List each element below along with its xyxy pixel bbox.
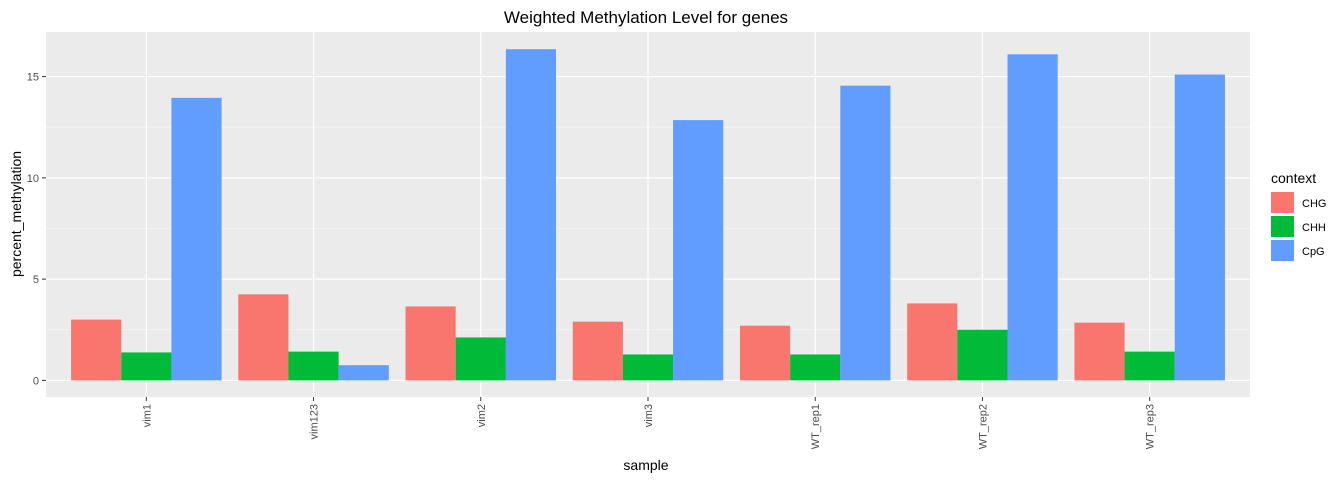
bar-cpg-vim2 — [505, 49, 557, 381]
chart-title: Weighted Methylation Level for genes — [504, 8, 788, 27]
x-tick-label: vim123 — [309, 404, 321, 439]
bar-chg-wt_rep2 — [907, 303, 958, 381]
y-tick-label: 10 — [27, 173, 39, 185]
y-tick-label: 5 — [33, 274, 39, 286]
x-tick-label: WT_rep3 — [1145, 404, 1157, 449]
bar-chh-wt_rep1 — [790, 354, 841, 381]
bar-chg-vim3 — [572, 321, 623, 381]
bar-chh-wt_rep3 — [1124, 351, 1175, 381]
bar-cpg-vim1 — [171, 97, 222, 381]
legend-key-cpg — [1271, 240, 1294, 261]
x-tick-label: vim1 — [141, 404, 153, 427]
legend-label-chg: CHG — [1302, 198, 1326, 210]
x-tick-label: vim2 — [476, 404, 488, 427]
y-axis-title: percent_methylation — [8, 151, 24, 277]
legend-label-cpg: CpG — [1302, 246, 1325, 258]
x-tick-label: WT_rep2 — [977, 404, 989, 449]
bar-chg-wt_rep1 — [739, 325, 791, 381]
bar-cpg-vim123 — [338, 365, 389, 381]
bar-chg-vim2 — [405, 306, 456, 381]
x-axis-title: sample — [623, 457, 668, 473]
x-axis-ticks: vim1 vim123 vim2 vim3 WT_rep1 WT_rep2 WT_rep3 — [141, 397, 1157, 449]
x-tick-label: vim3 — [643, 404, 655, 427]
bar-cpg-wt_rep1 — [840, 85, 891, 381]
legend-label-chh: CHH — [1302, 222, 1326, 234]
bar-chg-wt_rep3 — [1074, 322, 1125, 381]
bar-cpg-wt_rep2 — [1007, 54, 1058, 381]
bar-chh-vim123 — [288, 351, 339, 381]
bars — [71, 49, 1225, 381]
y-axis-ticks: 0 5 10 15 — [27, 72, 46, 387]
y-tick-label: 15 — [27, 72, 39, 84]
bar-cpg-wt_rep3 — [1174, 74, 1225, 381]
bar-cpg-vim3 — [673, 120, 724, 381]
x-tick-label: WT_rep1 — [810, 404, 822, 449]
legend-key-chg — [1271, 192, 1294, 213]
legend: context CHG CHH CpG — [1271, 170, 1326, 261]
bar-chh-wt_rep2 — [957, 329, 1008, 381]
bar-chh-vim1 — [121, 352, 172, 381]
bar-chh-vim3 — [622, 354, 674, 381]
bar-chg-vim123 — [238, 294, 289, 381]
bar-chg-vim1 — [71, 319, 122, 381]
legend-key-chh — [1271, 216, 1294, 237]
bar-chh-vim2 — [455, 337, 506, 381]
legend-title: context — [1271, 170, 1316, 186]
y-tick-label: 0 — [33, 375, 39, 387]
